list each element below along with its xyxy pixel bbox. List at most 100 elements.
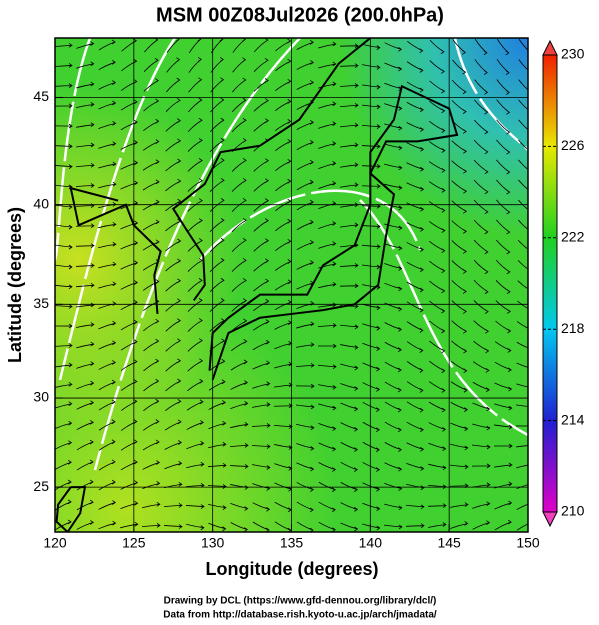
streamline <box>494 341 512 353</box>
streamline <box>253 78 269 92</box>
streamline <box>296 239 314 251</box>
streamline <box>496 99 511 115</box>
streamline <box>496 199 511 215</box>
streamline <box>253 118 269 132</box>
streamline <box>208 522 227 532</box>
streamline <box>76 380 95 390</box>
colorbar-label: 226 <box>561 137 585 153</box>
streamline <box>120 260 139 270</box>
streamline <box>493 443 513 449</box>
streamline <box>187 198 203 212</box>
streamline <box>362 342 381 352</box>
streamline <box>165 198 182 212</box>
streamline <box>98 301 117 309</box>
streamline <box>317 364 337 370</box>
streamline <box>496 59 510 76</box>
streamline <box>429 80 446 94</box>
streamline <box>166 57 181 73</box>
streamline <box>120 119 138 131</box>
x-tick-label: 135 <box>280 535 304 551</box>
streamline <box>473 300 489 314</box>
streamline <box>76 41 95 49</box>
streamline <box>406 281 424 293</box>
streamline <box>429 280 446 294</box>
streamline <box>494 519 512 531</box>
streamline <box>318 422 337 432</box>
streamline <box>230 359 248 371</box>
streamline <box>406 401 424 413</box>
streamline <box>384 302 403 312</box>
streamline <box>450 381 468 393</box>
streamline <box>164 419 182 431</box>
streamline <box>142 139 160 151</box>
streamline <box>362 84 381 90</box>
streamline <box>340 522 359 532</box>
streamline <box>98 80 117 90</box>
streamline <box>274 382 293 388</box>
streamline <box>384 401 402 413</box>
streamline <box>209 117 225 133</box>
streamline <box>317 323 337 328</box>
streamline <box>429 121 446 133</box>
streamline <box>451 260 467 274</box>
colorbar-label: 210 <box>561 503 585 519</box>
streamline <box>406 463 425 471</box>
streamline <box>98 241 117 249</box>
streamline <box>296 120 314 130</box>
streamline <box>143 78 159 92</box>
streamline <box>120 521 139 529</box>
streamline <box>451 220 467 234</box>
streamline <box>384 442 402 452</box>
streamline <box>142 501 161 509</box>
streamline <box>494 403 513 411</box>
streamline <box>406 182 425 192</box>
streamline <box>406 222 425 232</box>
streamline <box>187 117 203 133</box>
streamline <box>384 381 402 393</box>
streamline <box>98 520 117 530</box>
streamline <box>429 100 446 114</box>
streamline <box>253 298 270 312</box>
streamline <box>406 483 425 491</box>
streamline <box>253 57 269 72</box>
streamline <box>518 179 528 190</box>
streamline <box>406 142 425 152</box>
streamline <box>275 239 292 251</box>
streamline <box>339 324 359 330</box>
streamline <box>518 99 528 111</box>
streamline <box>273 424 293 429</box>
streamline <box>473 259 489 275</box>
streamline <box>208 379 226 391</box>
streamline <box>120 240 139 250</box>
streamline <box>516 321 528 329</box>
streamline <box>517 300 528 310</box>
streamline <box>451 100 467 114</box>
streamline <box>98 121 117 130</box>
streamline <box>340 502 359 512</box>
streamline <box>339 83 359 88</box>
x-tick-label: 130 <box>201 535 225 551</box>
streamline <box>362 64 381 70</box>
streamline <box>384 282 403 292</box>
streamline <box>209 217 225 232</box>
x-tick-label: 140 <box>359 535 383 551</box>
streamline <box>472 402 491 412</box>
streamline <box>384 223 403 231</box>
y-tick-label: 45 <box>33 88 49 104</box>
streamline <box>318 481 336 493</box>
streamline <box>318 261 337 269</box>
streamline <box>362 323 381 331</box>
x-tick-label: 145 <box>437 535 461 551</box>
streamline <box>76 499 94 511</box>
streamline <box>231 258 247 272</box>
streamline <box>318 141 337 149</box>
streamline <box>187 338 203 352</box>
streamline <box>361 124 381 129</box>
streamline <box>339 63 359 69</box>
streamline <box>252 464 271 470</box>
streamline <box>451 340 468 354</box>
streamline <box>296 482 314 492</box>
streamline <box>494 462 513 468</box>
streamline <box>187 158 203 172</box>
streamline <box>185 483 205 488</box>
